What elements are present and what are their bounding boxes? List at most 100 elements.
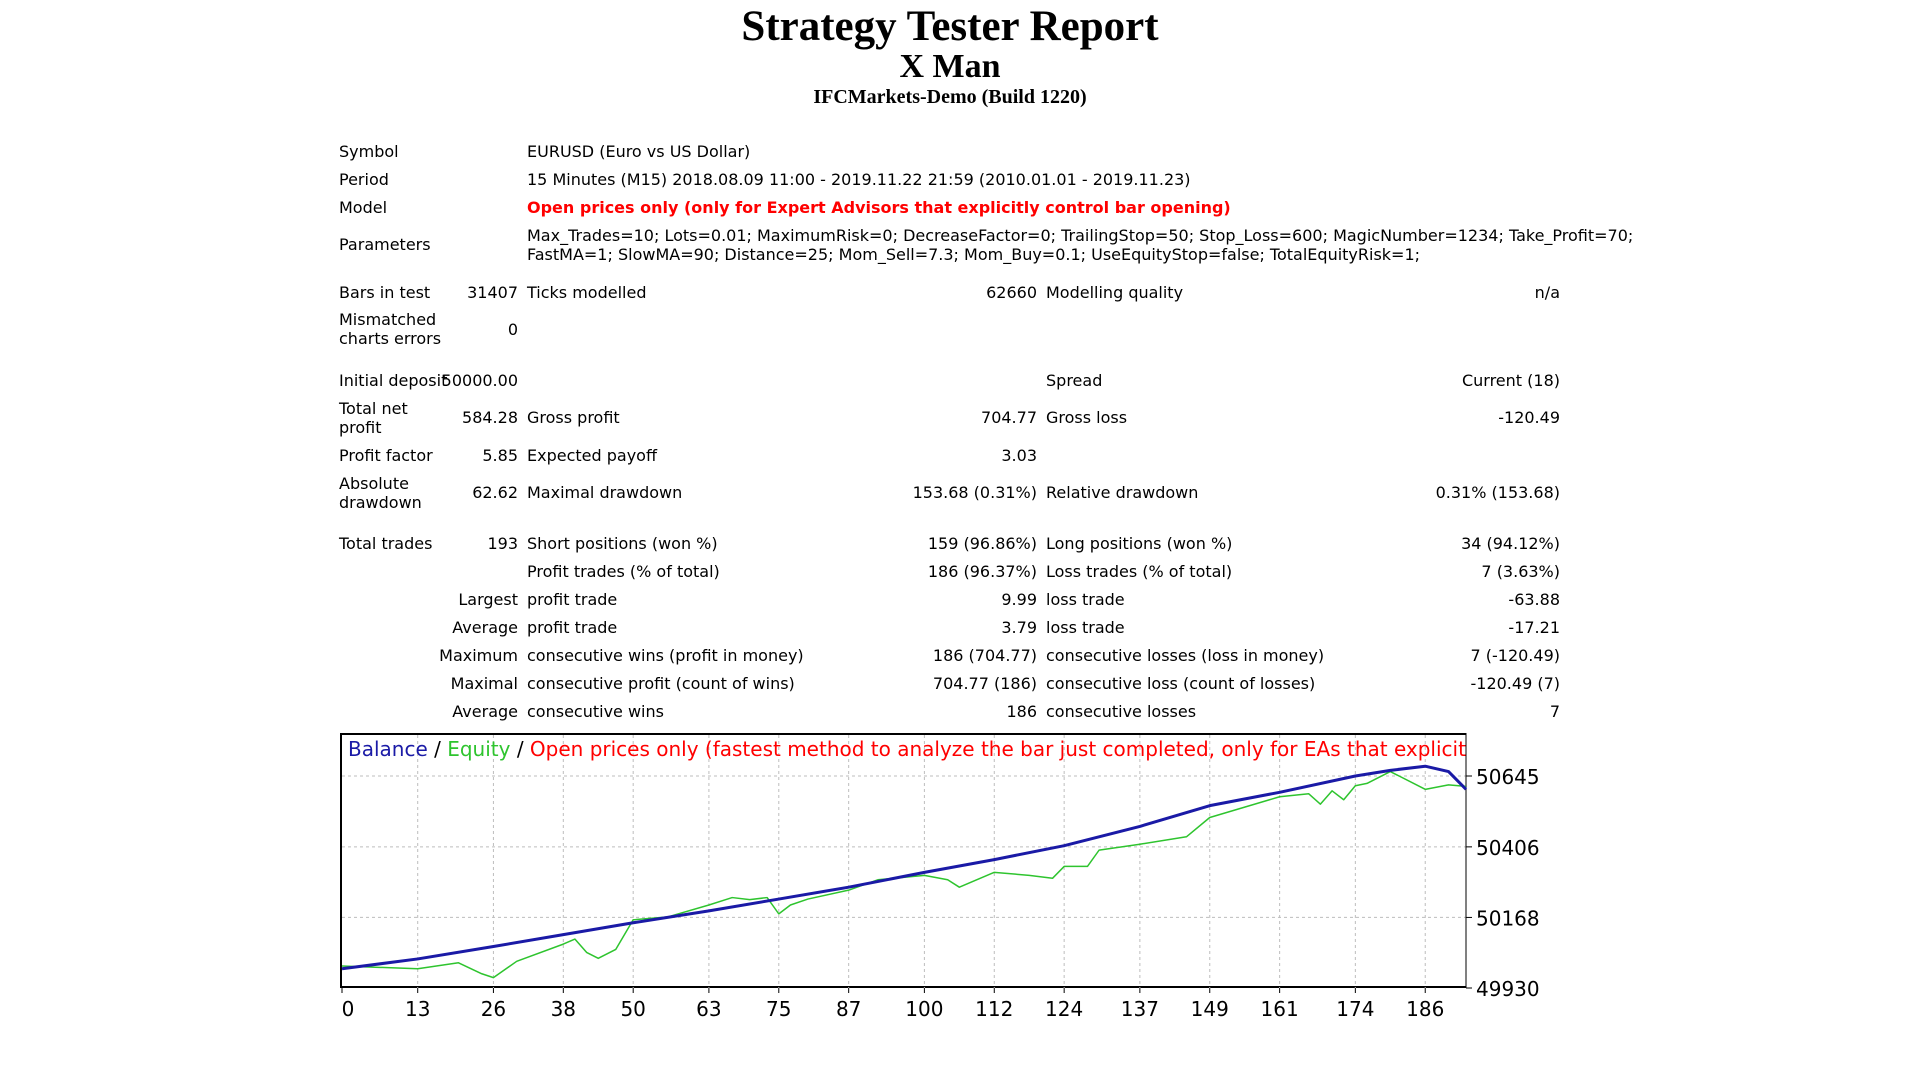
chart-legend: Balance / Equity / Open prices only (fas… <box>348 737 1466 761</box>
largest-loss-value: -63.88 <box>1508 590 1560 609</box>
gross-profit-label: Gross profit <box>527 408 620 427</box>
x-tick-label: 63 <box>696 997 721 1021</box>
x-tick-label: 100 <box>905 997 943 1021</box>
parameters-line-1: Max_Trades=10; Lots=0.01; MaximumRisk=0;… <box>527 226 1634 245</box>
avg-consecutive-losses-label: consecutive losses <box>1046 702 1197 721</box>
maximal-consecutive-loss-label: consecutive loss (count of losses) <box>1046 674 1316 693</box>
expected-payoff-value: 3.03 <box>1001 446 1037 465</box>
period-value: 15 Minutes (M15) 2018.08.09 11:00 - 2019… <box>527 170 1191 189</box>
max-consecutive-losses-value: 7 (-120.49) <box>1470 646 1560 665</box>
x-tick-label: 112 <box>975 997 1013 1021</box>
bars-label: Bars in test <box>339 283 431 302</box>
mismatch-value: 0 <box>507 320 518 339</box>
model-label: Model <box>339 198 388 217</box>
short-positions-label: Short positions (won %) <box>527 534 718 553</box>
parameters-line-2: FastMA=1; SlowMA=90; Distance=25; Mom_Se… <box>527 245 1421 264</box>
net-profit-value: 584.28 <box>462 408 518 427</box>
bars-value: 31407 <box>467 283 518 302</box>
model-value: Open prices only (only for Expert Adviso… <box>527 198 1231 217</box>
average-label: Average <box>452 618 518 637</box>
y-tick-label: 50406 <box>1476 836 1540 860</box>
avg-consecutive-losses-value: 7 <box>1549 702 1560 721</box>
net-profit-label: Total net profit <box>339 399 408 437</box>
max-consecutive-losses-label: consecutive losses (loss in money) <box>1046 646 1325 665</box>
server-build: IFCMarkets-Demo (Build 1220) <box>813 86 1087 108</box>
profit-trades-value: 186 (96.37%) <box>927 562 1037 581</box>
x-tick-label: 26 <box>481 997 506 1021</box>
x-tick-label: 161 <box>1261 997 1299 1021</box>
expected-payoff-label: Expected payoff <box>527 446 657 465</box>
loss-trades-label: Loss trades (% of total) <box>1046 562 1233 581</box>
legend-separator-1: / <box>427 737 448 761</box>
legend-separator-2: / <box>510 737 530 761</box>
profit-trades-label: Profit trades (% of total) <box>527 562 720 581</box>
relative-drawdown-value: 0.31% (153.68) <box>1435 483 1560 502</box>
modelling-quality-label: Modelling quality <box>1046 283 1184 302</box>
gross-loss-label: Gross loss <box>1046 408 1128 427</box>
largest-profit-label: profit trade <box>527 590 618 609</box>
y-tick-label: 50168 <box>1476 906 1540 930</box>
parameters-label: Parameters <box>339 235 431 254</box>
symbol-label: Symbol <box>339 142 399 161</box>
total-trades-label: Total trades <box>339 534 433 553</box>
profit-factor-label: Profit factor <box>339 446 433 465</box>
maximal-consecutive-profit-value: 704.77 (186) <box>932 674 1037 693</box>
x-tick-label: 87 <box>836 997 861 1021</box>
x-tick-label: 124 <box>1045 997 1083 1021</box>
maximal-drawdown-label: Maximal drawdown <box>527 483 683 502</box>
maximal-consecutive-profit-label: consecutive profit (count of wins) <box>527 674 795 693</box>
loss-trades-value: 7 (3.63%) <box>1481 562 1560 581</box>
average-profit-value: 3.79 <box>1001 618 1037 637</box>
maximum-label: Maximum <box>439 646 518 665</box>
legend-balance: Balance <box>348 737 428 761</box>
x-tick-label: 13 <box>405 997 430 1021</box>
x-tick-label: 38 <box>551 997 576 1021</box>
legend-model: Open prices only (fastest method to anal… <box>529 737 1466 761</box>
average-profit-label: profit trade <box>527 618 618 637</box>
relative-drawdown-label: Relative drawdown <box>1046 483 1199 502</box>
long-positions-value: 34 (94.12%) <box>1461 534 1560 553</box>
spread-value: Current (18) <box>1461 371 1560 390</box>
x-tick-label: 174 <box>1336 997 1374 1021</box>
period-label: Period <box>339 170 389 189</box>
equity-line <box>341 770 1467 979</box>
x-tick-label: 50 <box>620 997 645 1021</box>
gross-loss-value: -120.49 <box>1498 408 1560 427</box>
average-loss-value: -17.21 <box>1508 618 1560 637</box>
maximal-label: Maximal <box>450 674 518 693</box>
largest-loss-label: loss trade <box>1046 590 1125 609</box>
maximal-consecutive-loss-value: -120.49 (7) <box>1470 674 1560 693</box>
balance-line <box>341 764 1468 971</box>
ticks-label: Ticks modelled <box>527 283 647 302</box>
long-positions-label: Long positions (won %) <box>1046 534 1233 553</box>
x-tick-label: 0 <box>342 997 355 1021</box>
initial-deposit-label: Initial deposit <box>339 371 448 390</box>
short-positions-value: 159 (96.86%) <box>927 534 1037 553</box>
y-tick-label: 50645 <box>1476 765 1540 789</box>
ticks-value: 62660 <box>986 283 1037 302</box>
avg-consecutive-wins-label: consecutive wins <box>527 702 664 721</box>
max-consecutive-wins-value: 186 (704.77) <box>932 646 1037 665</box>
maximal-drawdown-value: 153.68 (0.31%) <box>912 483 1037 502</box>
spread-label: Spread <box>1046 371 1103 390</box>
absolute-drawdown-label: Absolute drawdown <box>339 474 422 512</box>
expert-advisor-name: X Man <box>899 48 1001 85</box>
x-tick-label: 186 <box>1406 997 1444 1021</box>
symbol-value: EURUSD (Euro vs US Dollar) <box>527 142 751 161</box>
initial-deposit-value: 50000.00 <box>441 371 518 390</box>
average-consecutive-label: Average <box>452 702 518 721</box>
max-consecutive-wins-label: consecutive wins (profit in money) <box>527 646 804 665</box>
largest-label: Largest <box>458 590 518 609</box>
average-loss-label: loss trade <box>1046 618 1125 637</box>
x-tick-label: 137 <box>1121 997 1159 1021</box>
modelling-quality-value: n/a <box>1534 283 1560 302</box>
legend-equity: Equity <box>447 737 511 761</box>
profit-factor-value: 5.85 <box>482 446 518 465</box>
absolute-drawdown-value: 62.62 <box>472 483 518 502</box>
report-title: Strategy Tester Report <box>741 3 1159 50</box>
y-tick-label: 49930 <box>1476 977 1540 1001</box>
avg-consecutive-wins-value: 186 <box>1006 702 1037 721</box>
largest-profit-value: 9.99 <box>1001 590 1037 609</box>
x-tick-label: 75 <box>766 997 791 1021</box>
